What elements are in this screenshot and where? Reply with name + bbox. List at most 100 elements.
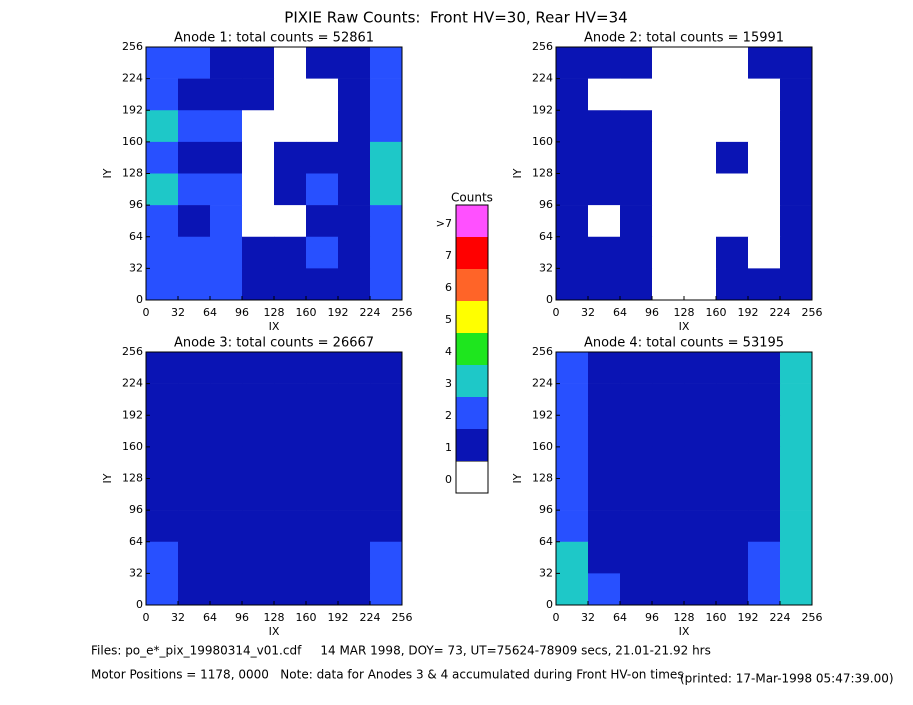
x-tick-label: 256 xyxy=(392,306,413,319)
y-tick-label: 256 xyxy=(122,40,143,53)
heatmap-cell xyxy=(306,510,339,543)
heatmap-cell xyxy=(780,141,813,174)
y-tick-label: 96 xyxy=(539,503,553,516)
heatmap-cell xyxy=(556,236,589,269)
heatmap-cell xyxy=(620,78,653,111)
y-tick-label: 128 xyxy=(532,167,553,180)
x-tick-label: 96 xyxy=(645,611,659,624)
heatmap-cell xyxy=(338,47,371,79)
heatmap-cell xyxy=(652,352,685,384)
heatmap-cell xyxy=(178,478,211,511)
chart-title: Anode 2: total counts = 15991 xyxy=(584,31,784,46)
heatmap-cell xyxy=(146,205,179,238)
colorbar-label: 0 xyxy=(445,473,452,486)
heatmap-cell xyxy=(748,510,781,543)
heatmap-cell xyxy=(306,205,339,238)
x-tick-label: 224 xyxy=(770,611,791,624)
heatmap-cell xyxy=(306,47,339,79)
y-tick-label: 64 xyxy=(129,535,143,548)
heatmap-cell xyxy=(684,236,717,269)
heatmap-cell xyxy=(338,236,371,269)
heatmap-cell xyxy=(370,268,403,301)
heatmap-cell xyxy=(338,415,371,448)
heatmap-cell xyxy=(146,352,179,384)
x-axis-label: IX xyxy=(269,320,280,333)
footer-printed: (printed: 17-Mar-1998 05:47:39.00) xyxy=(680,672,894,686)
heatmap-cell xyxy=(652,268,685,301)
heatmap-cell xyxy=(210,173,243,206)
heatmap-cell xyxy=(684,78,717,111)
heatmap-cell xyxy=(652,205,685,238)
x-tick-label: 0 xyxy=(143,611,150,624)
heatmap-cell xyxy=(748,47,781,79)
heatmap-cell xyxy=(178,446,211,479)
heatmap-cell xyxy=(178,510,211,543)
heatmap-cell xyxy=(146,47,179,79)
heatmap-cell xyxy=(370,415,403,448)
heatmap-cell xyxy=(652,78,685,111)
x-tick-label: 224 xyxy=(360,306,381,319)
heatmap-cell xyxy=(556,478,589,511)
heatmap-cell xyxy=(652,415,685,448)
y-tick-label: 160 xyxy=(122,440,143,453)
heatmap-cell xyxy=(588,541,621,574)
heatmap-cell xyxy=(338,446,371,479)
x-tick-label: 96 xyxy=(235,611,249,624)
heatmap-cell xyxy=(748,573,781,606)
heatmap-cell xyxy=(716,141,749,174)
heatmap-cell xyxy=(620,236,653,269)
y-tick-label: 0 xyxy=(546,293,553,306)
heatmap-cell xyxy=(684,268,717,301)
heatmap-cell xyxy=(274,236,307,269)
heatmap-cell xyxy=(716,236,749,269)
heatmap-cell xyxy=(370,383,403,416)
heatmap-cell xyxy=(274,352,307,384)
x-tick-label: 32 xyxy=(581,611,595,624)
heatmap-cell xyxy=(556,510,589,543)
heatmap-cell xyxy=(242,478,275,511)
heatmap-cell xyxy=(620,205,653,238)
heatmap-cell xyxy=(178,541,211,574)
heatmap-cell xyxy=(748,541,781,574)
heatmap-cell xyxy=(146,383,179,416)
colorbar-box xyxy=(456,205,488,237)
heatmap-cell xyxy=(146,268,179,301)
y-tick-label: 32 xyxy=(129,566,143,579)
heatmap-cell xyxy=(588,573,621,606)
heatmap-cell xyxy=(370,236,403,269)
chart-title: Anode 4: total counts = 53195 xyxy=(584,336,784,351)
heatmap-cell xyxy=(652,110,685,143)
heatmap-cell xyxy=(210,478,243,511)
heatmap-cell xyxy=(556,78,589,111)
heatmap-cell xyxy=(588,510,621,543)
heatmap-cell xyxy=(780,352,813,384)
colorbar-label: 5 xyxy=(445,313,452,326)
x-tick-label: 32 xyxy=(171,306,185,319)
heatmap-cell xyxy=(242,415,275,448)
heatmap-cell xyxy=(620,446,653,479)
heatmap-cell xyxy=(588,173,621,206)
heatmap-cell xyxy=(748,205,781,238)
y-tick-label: 160 xyxy=(532,440,553,453)
colorbar-label: >7 xyxy=(436,217,452,230)
heatmap-cell xyxy=(556,446,589,479)
heatmap-cell xyxy=(716,573,749,606)
heatmap-cell xyxy=(338,383,371,416)
heatmap-cell xyxy=(146,541,179,574)
heatmap-cell xyxy=(338,205,371,238)
heatmap-cell xyxy=(716,110,749,143)
heatmap-cell xyxy=(620,268,653,301)
y-tick-label: 96 xyxy=(129,198,143,211)
heatmap-cell xyxy=(146,478,179,511)
y-tick-label: 224 xyxy=(122,377,143,390)
heatmap-cell xyxy=(652,173,685,206)
y-axis-label: IY xyxy=(511,168,524,178)
heatmap-cell xyxy=(716,478,749,511)
x-tick-label: 192 xyxy=(738,611,759,624)
heatmap-cell xyxy=(684,110,717,143)
colorbar-label: 3 xyxy=(445,377,452,390)
colorbar-frame xyxy=(455,204,489,494)
heatmap-cell xyxy=(178,573,211,606)
heatmap-cell xyxy=(748,268,781,301)
